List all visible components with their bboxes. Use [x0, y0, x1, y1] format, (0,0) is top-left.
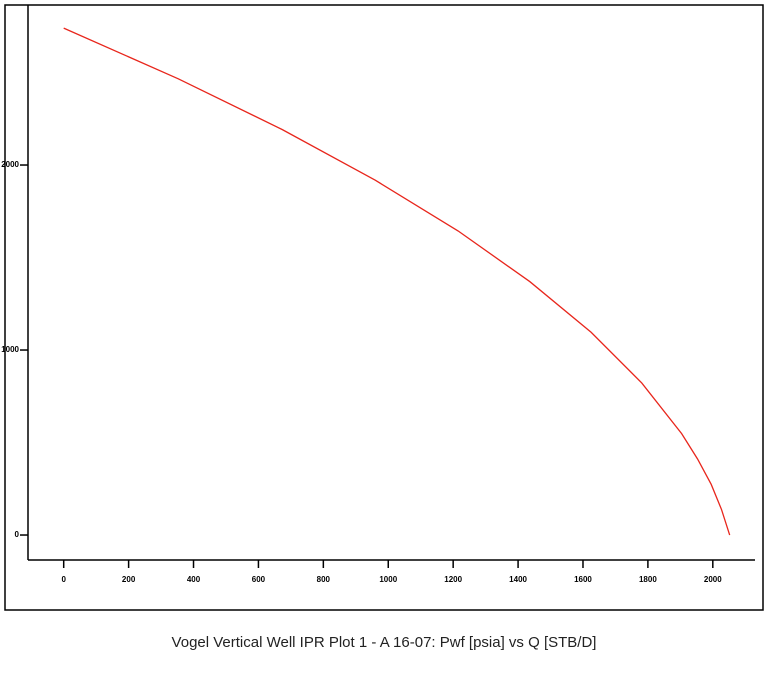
x-tick-label: 800 [317, 575, 331, 584]
x-tick-label: 1600 [574, 575, 592, 584]
x-tick-label: 1800 [639, 575, 657, 584]
y-tick-label: 0 [15, 530, 20, 539]
x-tick-label: 1400 [509, 575, 527, 584]
x-tick-label: 1000 [379, 575, 397, 584]
x-tick-label: 0 [61, 575, 66, 584]
frame [4, 4, 764, 611]
x-tick-label: 2000 [704, 575, 722, 584]
x-tick-label: 400 [187, 575, 201, 584]
ipr-curve [63, 27, 731, 536]
y-tick-label: 1000 [1, 345, 19, 354]
x-tick-label: 200 [122, 575, 136, 584]
chart-title: Vogel Vertical Well IPR Plot 1 - A 16-07… [172, 634, 597, 651]
x-tick-label: 600 [252, 575, 266, 584]
x-tick-label: 1200 [444, 575, 462, 584]
y-tick-label: 2000 [1, 160, 19, 169]
